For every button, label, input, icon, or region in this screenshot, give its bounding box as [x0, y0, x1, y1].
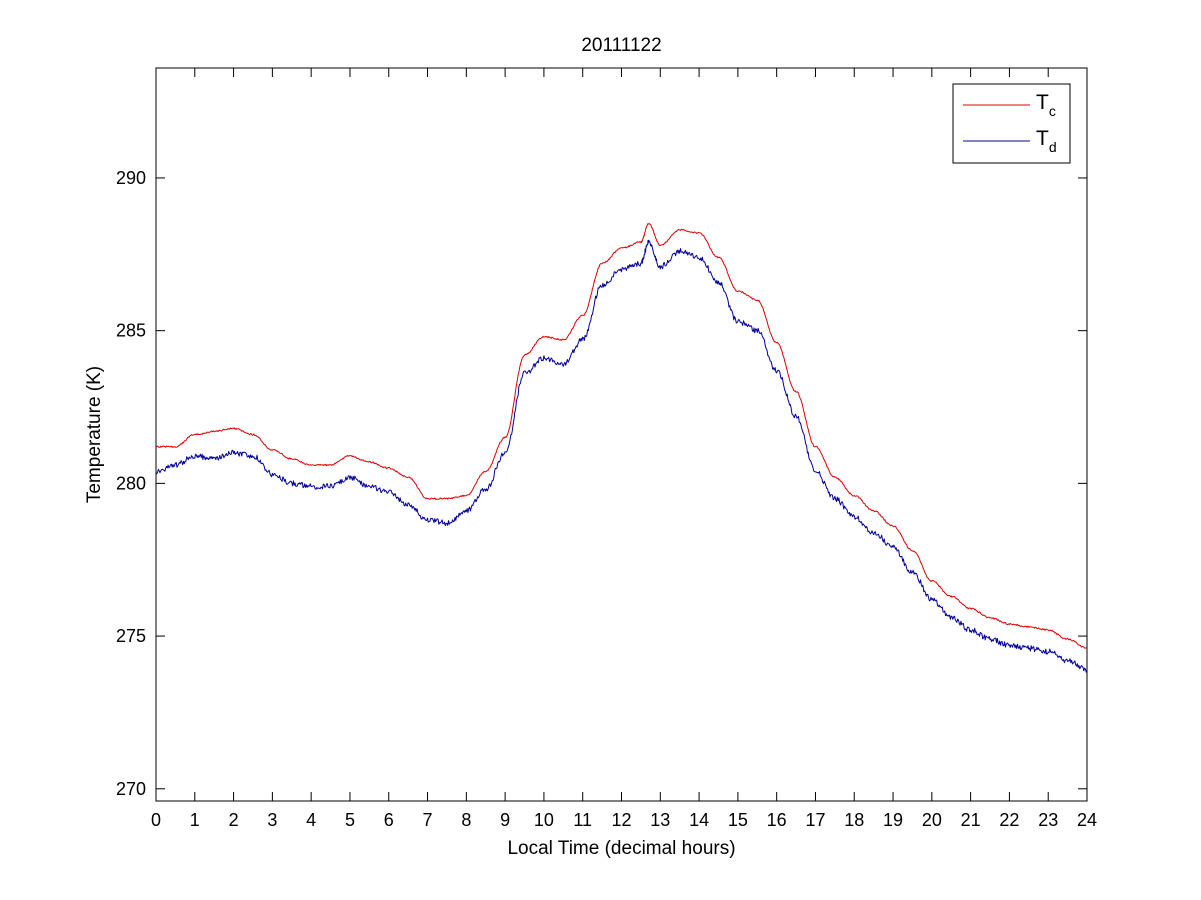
series-group [155, 223, 1088, 673]
x-axis-ticks: 0 1 2 3 4 5 6 7 8 9 10 11 12 13 14 15 16 17 18 19 20 21 22 23 24 [151, 68, 1097, 830]
y-tick-label: 275 [116, 626, 146, 646]
x-tick-label: 22 [999, 810, 1019, 830]
x-tick-label: 10 [534, 810, 554, 830]
y-tick-label: 280 [116, 473, 146, 493]
y-tick-label: 290 [116, 168, 146, 188]
series-line-tc [155, 223, 1088, 649]
x-tick-label: 6 [384, 810, 394, 830]
x-tick-label: 15 [728, 810, 748, 830]
y-tick-label: 285 [116, 321, 146, 341]
y-axis-ticks: 270 275 280 285 290 [116, 168, 1087, 799]
plot-area [155, 67, 1088, 802]
x-tick-label: 20 [922, 810, 942, 830]
chart-title: 20111122 [581, 35, 661, 56]
x-tick-label: 1 [190, 810, 200, 830]
legend-label-td: Td [1036, 127, 1057, 155]
x-tick-label: 7 [423, 810, 433, 830]
y-axis-label: Temperature (K) [84, 366, 105, 503]
x-tick-label: 3 [267, 810, 277, 830]
x-axis-label: Local Time (decimal hours) [507, 838, 735, 859]
x-tick-label: 18 [844, 810, 864, 830]
x-tick-label: 0 [151, 810, 161, 830]
x-tick-label: 11 [573, 810, 592, 830]
x-tick-label: 5 [345, 810, 355, 830]
x-tick-label: 23 [1038, 810, 1058, 830]
x-tick-label: 2 [229, 810, 239, 830]
x-tick-label: 19 [883, 810, 903, 830]
legend-label-tc: Tc [1036, 91, 1056, 119]
x-tick-label: 8 [461, 810, 471, 830]
x-tick-label: 14 [689, 810, 709, 830]
x-tick-label: 24 [1077, 810, 1097, 830]
x-tick-label: 17 [805, 810, 825, 830]
x-tick-label: 12 [611, 810, 631, 830]
x-tick-label: 13 [650, 810, 670, 830]
legend-box [952, 83, 1071, 164]
y-tick-label: 270 [116, 779, 146, 799]
series-line-td [155, 239, 1088, 673]
x-tick-label: 16 [767, 810, 787, 830]
x-tick-label: 4 [306, 810, 316, 830]
legend: Tc Td [952, 83, 1071, 164]
x-tick-label: 21 [961, 810, 981, 830]
x-tick-label: 9 [500, 810, 510, 830]
